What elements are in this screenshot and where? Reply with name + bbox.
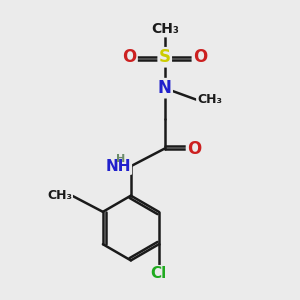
Text: H: H [116,154,125,164]
Text: N: N [158,79,172,97]
Text: CH₃: CH₃ [47,189,72,202]
Text: CH₃: CH₃ [197,93,222,106]
Text: Cl: Cl [151,266,167,281]
Text: O: O [187,140,201,158]
Text: S: S [159,48,171,66]
Text: O: O [122,48,136,66]
Text: CH₃: CH₃ [151,22,179,36]
Text: O: O [193,48,207,66]
Text: NH: NH [105,159,131,174]
